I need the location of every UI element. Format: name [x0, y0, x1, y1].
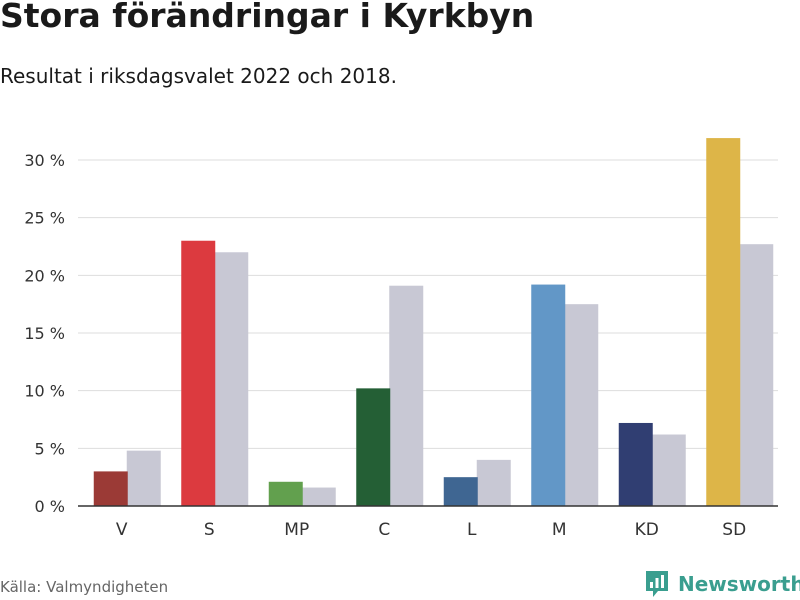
bar-2018-l: [476, 459, 511, 506]
bar-2018-m: [564, 304, 599, 506]
bar-2022-kd: [618, 422, 653, 506]
y-axis-ticks: 0 % 5 % 10 % 15 % 20 % 25 % 30 %: [24, 151, 65, 516]
newsworthy-logo-icon: [646, 571, 668, 597]
y-tick-label: 0 %: [35, 497, 65, 516]
bar-2018-kd: [651, 434, 686, 506]
bar-2022-sd: [706, 138, 741, 506]
chart-subtitle: Resultat i riksdagsvalet 2022 och 2018.: [0, 64, 397, 88]
y-tick-label: 20 %: [24, 266, 65, 285]
x-tick-label: S: [204, 520, 215, 540]
bar-2018-mp: [301, 487, 336, 506]
bar-2022-c: [356, 388, 391, 506]
x-tick-label: V: [116, 520, 128, 540]
x-tick-label: C: [378, 520, 390, 540]
x-tick-label: SD: [722, 520, 746, 540]
x-axis-ticks: V S MP C L M KD SD: [116, 520, 746, 540]
bar-2022-s: [181, 240, 216, 506]
y-tick-label: 15 %: [24, 324, 65, 343]
y-tick-label: 25 %: [24, 209, 65, 228]
source-note: Källa: Valmyndigheten: [0, 578, 169, 596]
bar-2022-m: [531, 284, 566, 506]
brand-name: Newsworthy: [678, 572, 800, 596]
bar-2022-l: [443, 477, 478, 506]
x-tick-label: MP: [284, 520, 309, 540]
x-tick-label: KD: [635, 520, 659, 540]
y-tick-label: 5 %: [35, 439, 65, 458]
x-tick-label: L: [467, 520, 477, 540]
bars: [93, 138, 774, 506]
bar-2018-s: [214, 252, 249, 506]
x-tick-label: M: [552, 520, 567, 540]
bar-2018-sd: [739, 244, 774, 506]
bar-2022-mp: [268, 481, 303, 506]
bar-chart: 0 % 5 % 10 % 15 % 20 % 25 % 30 % V S MP C L M KD SD: [24, 138, 778, 540]
bar-2018-v: [126, 450, 161, 506]
bar-2022-v: [93, 471, 128, 506]
bar-2018-c: [389, 285, 424, 506]
y-tick-label: 10 %: [24, 382, 65, 401]
chart-title: Stora förändringar i Kyrkbyn: [0, 0, 535, 35]
y-tick-label: 30 %: [24, 151, 65, 170]
brand-logo: Newsworthy: [644, 569, 800, 599]
